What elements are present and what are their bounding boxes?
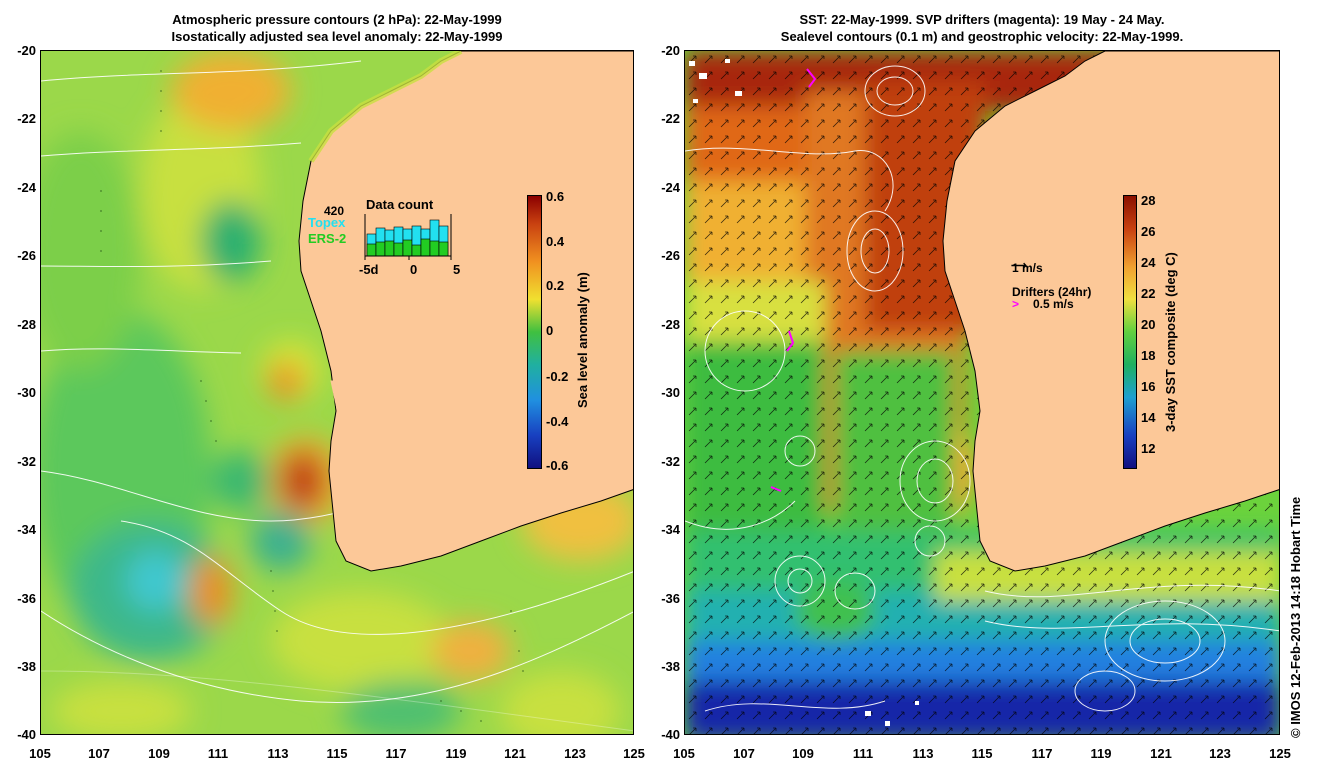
sst-map[interactable]: ⟶ 1 m/s Drifters (24hr) > 0.5 m/s [684,50,1280,735]
right-title-line2: Sealevel contours (0.1 m) and geostrophi… [780,29,1184,44]
legend-topex: Topex [308,215,346,230]
lon-tick-right-119: 119 [1090,746,1112,761]
lon-tick-left-115: 115 [326,746,348,761]
data-count-histogram [364,214,452,260]
lon-tick-left-121: 121 [504,746,526,761]
sst-map-graphic [685,51,1279,734]
sst-tick-26: 26 [1141,224,1156,239]
drifters-label: Drifters (24hr) [1012,285,1092,299]
sst-tick-18: 18 [1141,348,1156,363]
right-title-line1: SST: 22-May-1999. SVP drifters (magenta)… [799,12,1165,27]
data-count-title: Data count [366,197,434,212]
lon-tick-left-113: 113 [267,746,289,761]
lat-tick-left-24: -24 [17,180,36,195]
lon-tick-left-117: 117 [385,746,407,761]
sst-tick-22: 22 [1141,286,1156,301]
lon-tick-right-111: 111 [852,746,874,761]
lat-tick-left-36: -36 [17,591,36,606]
lat-tick-left-22: -22 [17,111,36,126]
lat-tick-left-20: -20 [17,43,36,58]
sla-tick-6: -0.6 [546,458,569,473]
sea-level-anomaly-map[interactable]: 420 Topex ERS-2 Data count -5d 0 5 [40,50,634,735]
data-count-number: 420 [324,204,345,218]
sst-colorbar [1123,195,1137,469]
velocity-scale-label: 1 m/s [1012,261,1043,275]
sst-tick-20: 20 [1141,317,1156,332]
lon-tick-left-107: 107 [88,746,110,761]
right-panel-title: SST: 22-May-1999. SVP drifters (magenta)… [684,11,1280,45]
velocity-scale-arrow: ⟶ [1011,260,1027,272]
lon-tick-right-121: 121 [1150,746,1172,761]
sst-tick-24: 24 [1141,255,1156,270]
left-title-line2: Isostatically adjusted sea level anomaly… [171,29,503,44]
lon-tick-right-109: 109 [792,746,814,761]
lat-tick-right-40: -40 [661,727,680,742]
sla-tick-4: -0.2 [546,369,569,384]
lat-tick-left-38: -38 [17,659,36,674]
credit-text: © IMOS 12-Feb-2013 14:18 Hobart Time [1288,496,1303,738]
lat-tick-right-30: -30 [661,385,680,400]
sla-tick-1: 0.4 [546,234,565,249]
lat-tick-right-36: -36 [661,591,680,606]
lat-tick-left-32: -32 [17,454,36,469]
lat-tick-right-20: -20 [661,43,680,58]
lon-tick-left-119: 119 [445,746,467,761]
lon-tick-right-105: 105 [673,746,695,761]
lon-tick-left-123: 123 [564,746,586,761]
lon-tick-left-109: 109 [148,746,170,761]
left-panel-title: Atmospheric pressure contours (2 hPa): 2… [40,11,634,45]
sst-tick-12: 12 [1141,441,1156,456]
lon-tick-left-125: 125 [623,746,645,761]
lon-tick-right-117: 117 [1031,746,1053,761]
lat-tick-right-32: -32 [661,454,680,469]
lat-tick-right-24: -24 [661,180,680,195]
sla-tick-2: 0.2 [546,278,565,293]
lat-tick-right-34: -34 [661,522,680,537]
lon-tick-left-105: 105 [29,746,51,761]
lon-tick-right-113: 113 [912,746,934,761]
sea-level-anomaly-map-graphic [41,51,633,734]
lon-tick-right-123: 123 [1209,746,1231,761]
lon-tick-right-115: 115 [971,746,993,761]
sla-colorbar-label: Sea level anomaly (m) [575,272,590,408]
sea-level-colorbar [527,195,542,469]
sla-tick-5: -0.4 [546,414,569,429]
lon-tick-left-111: 111 [207,746,229,761]
lat-tick-left-30: -30 [17,385,36,400]
histogram-tick-end: 5 [453,262,461,277]
lat-tick-right-22: -22 [661,111,680,126]
lat-tick-right-26: -26 [661,248,680,263]
histogram-tick-start: -5d [359,262,379,277]
drifter-scale-arrow: > [1012,297,1020,311]
lon-tick-right-107: 107 [733,746,755,761]
lat-tick-left-28: -28 [17,317,36,332]
sst-tick-28: 28 [1141,193,1156,208]
sla-tick-0: 0.6 [546,189,565,204]
lat-tick-right-28: -28 [661,317,680,332]
lat-tick-left-26: -26 [17,248,36,263]
lat-tick-left-40: -40 [17,727,36,742]
histogram-tick-zero: 0 [410,262,418,277]
sst-colorbar-label: 3-day SST composite (deg C) [1163,252,1178,432]
sst-australia-landmass [942,51,1279,572]
legend-ers2: ERS-2 [308,231,347,246]
sst-tick-16: 16 [1141,379,1156,394]
lon-tick-right-125: 125 [1269,746,1291,761]
left-title-line1: Atmospheric pressure contours (2 hPa): 2… [172,12,502,27]
sla-tick-3: 0 [546,323,554,338]
lat-tick-left-34: -34 [17,522,36,537]
lat-tick-right-38: -38 [661,659,680,674]
drifter-scale-label: 0.5 m/s [1033,297,1074,311]
sst-tick-14: 14 [1141,410,1156,425]
